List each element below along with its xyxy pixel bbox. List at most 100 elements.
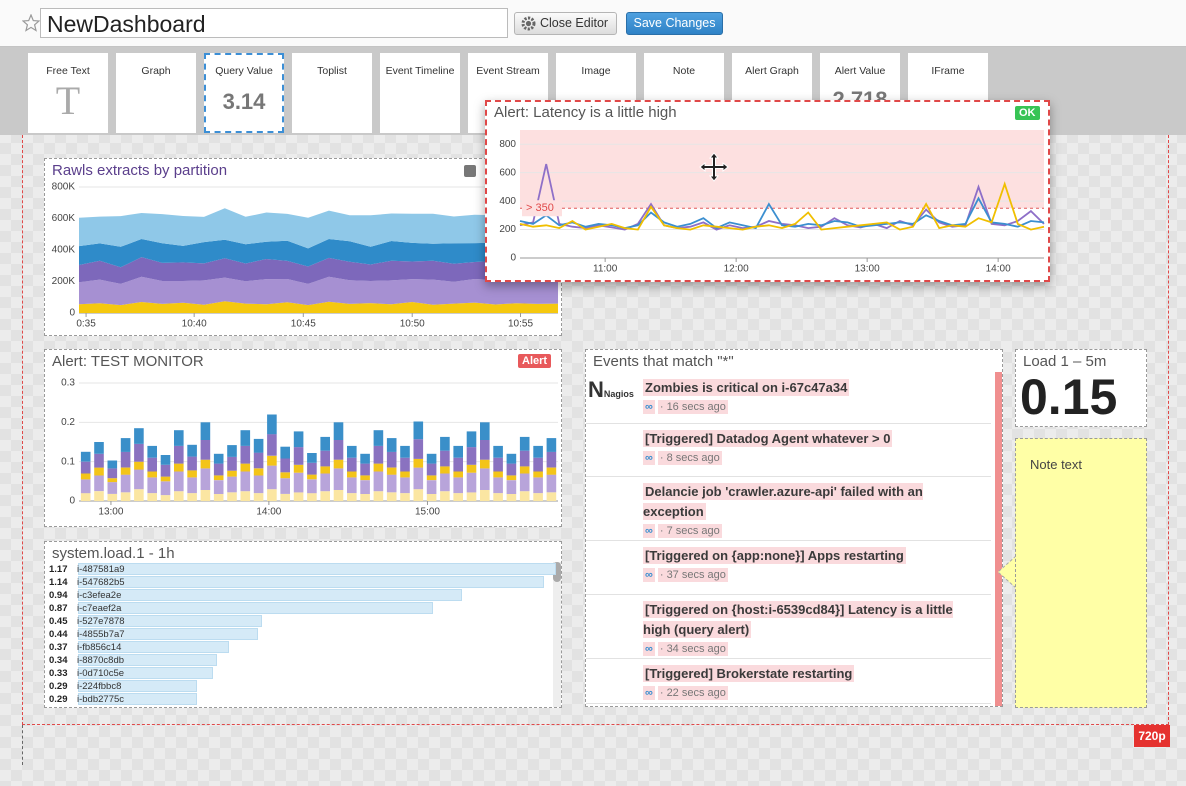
toplist-widget[interactable]: system.load.1 - 1h 1.17 i-487581a9 1.14 i-5… — [44, 541, 562, 708]
event-item[interactable]: Delancie job 'crawler.azure-api' failed … — [586, 476, 991, 541]
graph-widget[interactable]: Rawls extracts by partition 0 200K 400K 600… — [44, 158, 562, 336]
event-title: [Triggered on {host:i-6539cd84}] Latency… — [643, 601, 953, 638]
toplist-name: i-c7eaef2a — [77, 603, 122, 614]
note-text: Note text — [1030, 457, 1083, 472]
event-item[interactable]: [Triggered on {app:none}] Apps restartin… — [586, 540, 991, 595]
event-title: Zombies is critical on i-67c47a34 — [643, 379, 850, 396]
widget-tile[interactable]: Free Text T — [28, 53, 108, 133]
bar-segment — [200, 422, 211, 440]
bar-segment — [400, 477, 410, 494]
x-tick-label: 10:45 — [291, 319, 316, 330]
event-link[interactable]: ∞ — [643, 642, 655, 656]
favorite-star[interactable] — [22, 14, 40, 32]
bar-segment — [107, 493, 118, 501]
bar-segment — [546, 492, 557, 501]
toplist-bar — [78, 654, 217, 666]
bar-segment — [200, 440, 211, 460]
bar-segment — [134, 489, 144, 501]
bar-segment — [160, 481, 171, 496]
bar-segment — [187, 493, 197, 501]
event-link[interactable]: ∞ — [643, 400, 655, 414]
y-tick-label: 600 — [499, 167, 516, 178]
bar-segment — [107, 468, 118, 479]
bar-segment — [213, 475, 224, 481]
bar-segment — [293, 492, 304, 501]
bar-segment — [360, 475, 370, 481]
bar-segment — [293, 472, 304, 493]
event-item[interactable]: [Triggered on {host:i-6539cd84}] Latency… — [586, 594, 991, 659]
event-item[interactable]: [Triggered] Brokerstate restarting ∞ · 22 … — [586, 658, 991, 704]
event-scrollbar[interactable] — [995, 372, 1002, 706]
bar-segment — [386, 451, 397, 468]
event-time: · 34 secs ago — [657, 642, 728, 656]
event-link[interactable]: ∞ — [643, 686, 655, 700]
bar-segment — [174, 491, 184, 501]
bar-segment — [94, 442, 104, 454]
scrollbar-thumb[interactable] — [553, 562, 561, 582]
event-link[interactable]: ∞ — [643, 451, 655, 465]
bar-segment — [80, 461, 91, 474]
widget-tile[interactable]: Toplist — [292, 53, 372, 133]
event-time: · 37 secs ago — [657, 568, 728, 582]
tile-label: Free Text — [46, 65, 90, 77]
bar-segment — [519, 473, 530, 492]
query-value-widget[interactable]: Load 1 – 5m 0.15 — [1015, 349, 1147, 427]
bar-segment — [80, 479, 91, 494]
bar-segment — [147, 493, 157, 501]
toplist-row: 0.29 i-224fbbc8 — [49, 680, 121, 693]
dashboard-title[interactable]: NewDashboard — [40, 8, 508, 38]
event-link[interactable]: ∞ — [643, 568, 655, 582]
widget-tile[interactable]: Graph — [116, 53, 196, 133]
options-icon[interactable] — [464, 165, 476, 177]
y-tick-label: 200K — [52, 276, 76, 287]
toplist-value: 0.29 — [49, 694, 68, 705]
bar-segment — [440, 491, 450, 501]
bar-segment — [347, 471, 357, 478]
bar-segment — [466, 447, 477, 465]
stacked-area — [79, 276, 558, 306]
toplist-name: i-bdb2775c — [77, 694, 125, 705]
bar-segment — [333, 490, 344, 501]
alert-graph-widget[interactable]: Alert: TEST MONITOR Alert 0 0.1 0.2 0.3 13:0… — [44, 349, 562, 527]
bar-segment — [160, 464, 171, 477]
bar-segment — [94, 475, 104, 492]
bar-segment — [519, 436, 530, 451]
bar-segment — [227, 456, 237, 471]
event-title: [Triggered on {app:none}] Apps restartin… — [643, 547, 906, 564]
bar-segment — [320, 491, 330, 501]
bar-segment — [533, 445, 543, 458]
toplist-bar — [78, 641, 230, 653]
event-item[interactable]: [Triggered] Datadog Agent whatever > 0 ∞ ·… — [586, 423, 991, 477]
bar-segment — [307, 474, 317, 480]
bar-segment — [94, 453, 104, 468]
toplist-row: 1.14 i-547682b5 — [49, 576, 125, 589]
bar-segment — [413, 458, 424, 468]
event-item[interactable]: NNagios Zombies is critical on i-67c47a34… — [586, 372, 991, 424]
alert-graph-widget-dragging[interactable]: Alert: Latency is a little high OK 0 200 4… — [485, 100, 1050, 282]
bar-segment — [174, 471, 184, 492]
event-title: [Triggered] Datadog Agent whatever > 0 — [643, 430, 893, 447]
event-text: [Triggered on {host:i-6539cd84}] Latency… — [643, 600, 983, 658]
save-changes-button[interactable]: Save Changes — [626, 12, 723, 35]
bar-segment — [280, 446, 290, 459]
close-editor-button[interactable]: Close Editor — [514, 12, 617, 35]
widget-tile[interactable]: Event Timeline — [380, 53, 460, 133]
event-link[interactable]: ∞ — [643, 524, 655, 538]
x-tick-label: 15:00 — [415, 507, 440, 518]
toplist-name: i-487581a9 — [77, 564, 125, 575]
bar-segment — [227, 492, 237, 501]
event-time: · 16 secs ago — [657, 400, 728, 414]
bar-segment — [213, 493, 224, 501]
widget-tile[interactable]: Query Value 3.14 — [204, 53, 284, 133]
bar-segment — [333, 440, 344, 460]
event-stream-widget[interactable]: Events that match "*" NNagios Zombies is … — [585, 349, 1003, 707]
bar-segment — [200, 459, 211, 469]
toplist-value: 0.45 — [49, 616, 68, 627]
toplist-row: 0.29 i-bdb2775c — [49, 693, 124, 706]
bar-segment — [80, 451, 91, 462]
widget-title: Load 1 – 5m — [1023, 353, 1107, 370]
event-meta: ∞ · 22 secs ago — [643, 684, 983, 702]
bar-segment — [413, 489, 424, 501]
note-widget[interactable]: Note text — [1015, 438, 1147, 708]
tile-label: Event Timeline — [385, 65, 455, 77]
